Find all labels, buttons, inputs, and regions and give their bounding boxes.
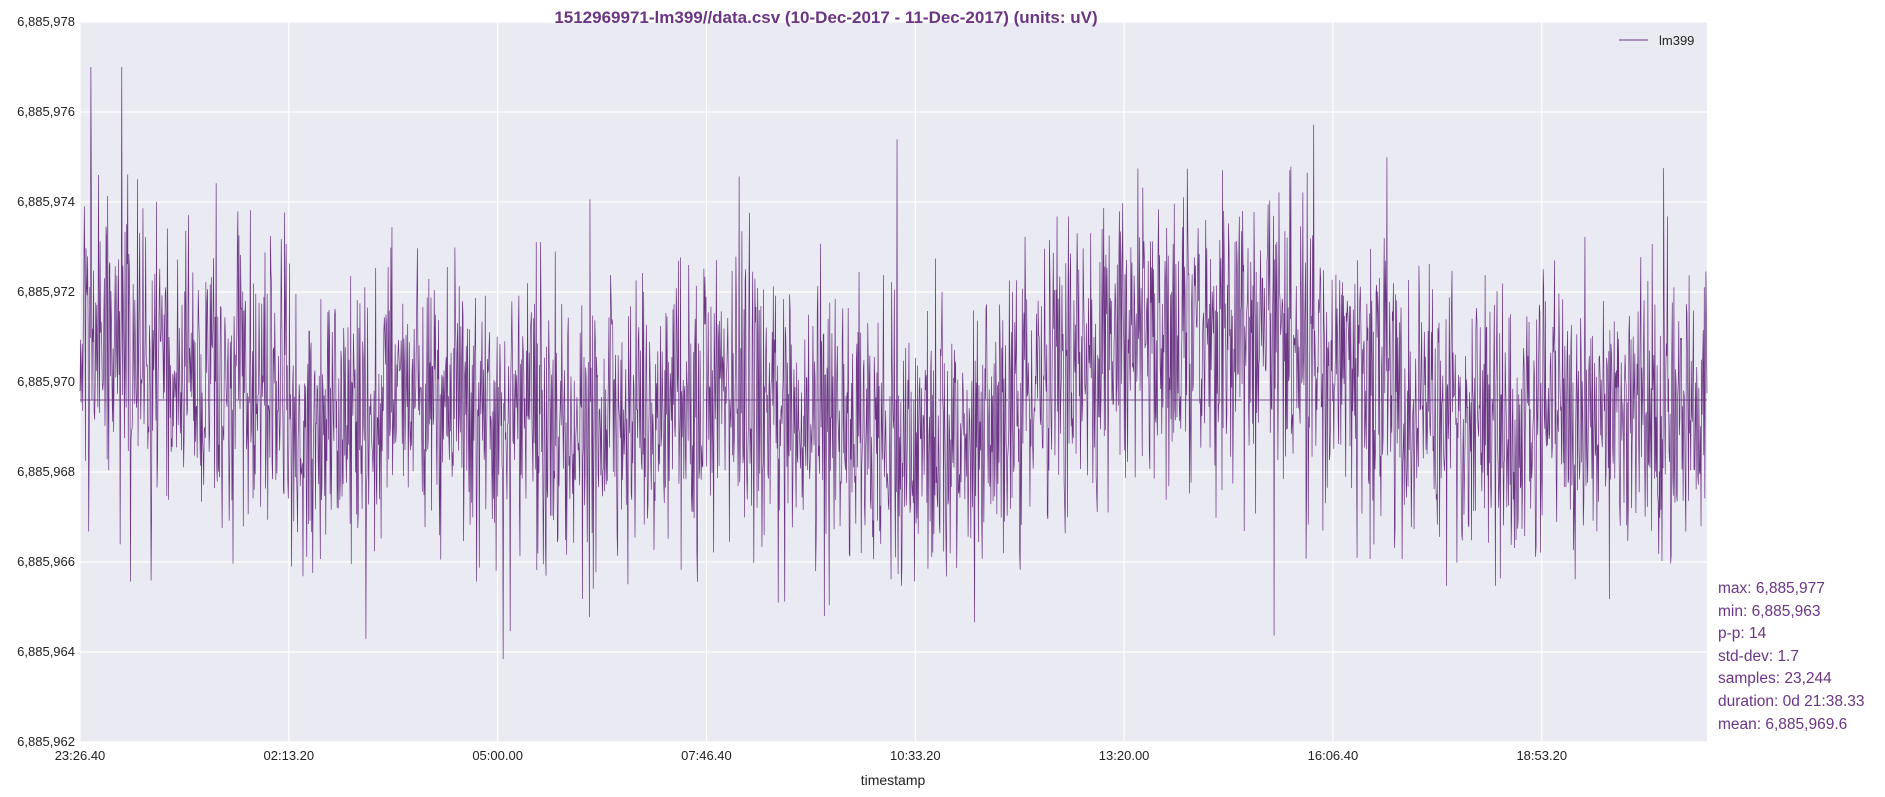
x-axis: 23:26.40 02:13.20 05:00.00 07:46.40 10:33.20…: [55, 748, 1567, 763]
y-tick-label: 6,885,968: [17, 464, 75, 479]
x-tick-label: 07:46.40: [681, 748, 732, 763]
x-tick-label: 13:20.00: [1099, 748, 1150, 763]
stat-std-dev: std-dev: 1.7: [1718, 647, 1799, 665]
series-line-lm399: [79, 66, 1708, 659]
x-tick-label: 18:53.20: [1516, 748, 1567, 763]
series-lm399: [79, 66, 1708, 659]
y-tick-label: 6,885,972: [17, 284, 75, 299]
x-axis-label: timestamp: [861, 772, 926, 788]
stat-peak-to-peak: p-p: 14: [1718, 625, 1767, 643]
stat-samples: samples: 23,244: [1718, 670, 1832, 688]
x-tick-label: 05:00.00: [472, 748, 523, 763]
y-tick-label: 6,885,978: [17, 14, 75, 29]
stats-panel: max: 6,885,977 min: 6,885,963 p-p: 14 st…: [1718, 578, 1865, 736]
y-tick-label: 6,885,976: [17, 104, 75, 119]
x-tick-label: 02:13.20: [264, 748, 315, 763]
stat-min: min: 6,885,963: [1718, 602, 1821, 620]
y-tick-label: 6,885,974: [17, 194, 75, 209]
legend-label: lm399: [1659, 33, 1694, 48]
y-tick-label: 6,885,962: [17, 734, 75, 749]
y-tick-label: 6,885,966: [17, 554, 75, 569]
y-tick-label: 6,885,970: [17, 374, 75, 389]
x-tick-label: 10:33.20: [890, 748, 941, 763]
y-tick-label: 6,885,964: [17, 644, 75, 659]
stat-max: max: 6,885,977: [1718, 580, 1825, 597]
y-axis: 6,885,962 6,885,964 6,885,966 6,885,968 6,88…: [17, 14, 75, 749]
stat-duration: duration: 0d 21:38.33: [1718, 692, 1865, 710]
x-tick-label: 23:26.40: [55, 748, 106, 763]
x-tick-label: 16:06.40: [1308, 748, 1359, 763]
chart-title: 1512969971-lm399//data.csv (10-Dec-2017 …: [554, 8, 1097, 27]
legend: lm399: [1619, 33, 1694, 48]
stat-mean: mean: 6,885,969.6: [1718, 715, 1848, 733]
